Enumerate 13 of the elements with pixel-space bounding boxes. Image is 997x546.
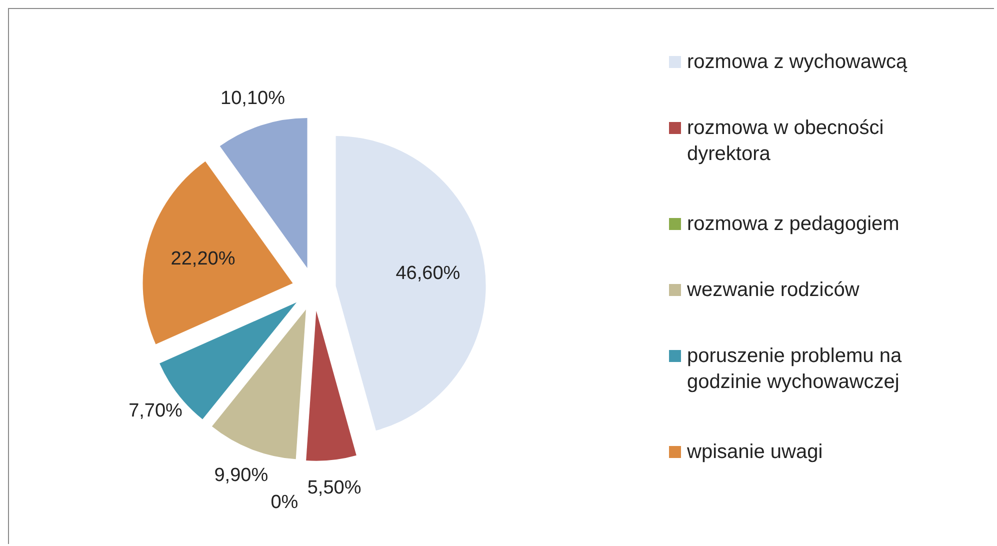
data-label: 5,50% (307, 477, 362, 498)
data-label: 10,10% (220, 88, 286, 110)
legend-label: rozmowa z wychowawcą (687, 50, 908, 75)
text: 0% (270, 492, 298, 514)
legend-label: wpisanie uwagi (687, 440, 823, 465)
legend-label: poruszenie problemu na godzinie wychowawczej (687, 344, 903, 395)
data-label: 22,20% (170, 248, 236, 270)
legend-label: rozmowa z pedagogiem (687, 212, 900, 237)
legend-label: rozmowa w obecności dyrektora (687, 116, 885, 167)
data-label: 7,70% (128, 400, 183, 422)
legend-label: wezwanie rodziców (687, 278, 860, 303)
data-label: 9,90% (214, 464, 268, 486)
data-label: 46,60% (396, 262, 460, 284)
